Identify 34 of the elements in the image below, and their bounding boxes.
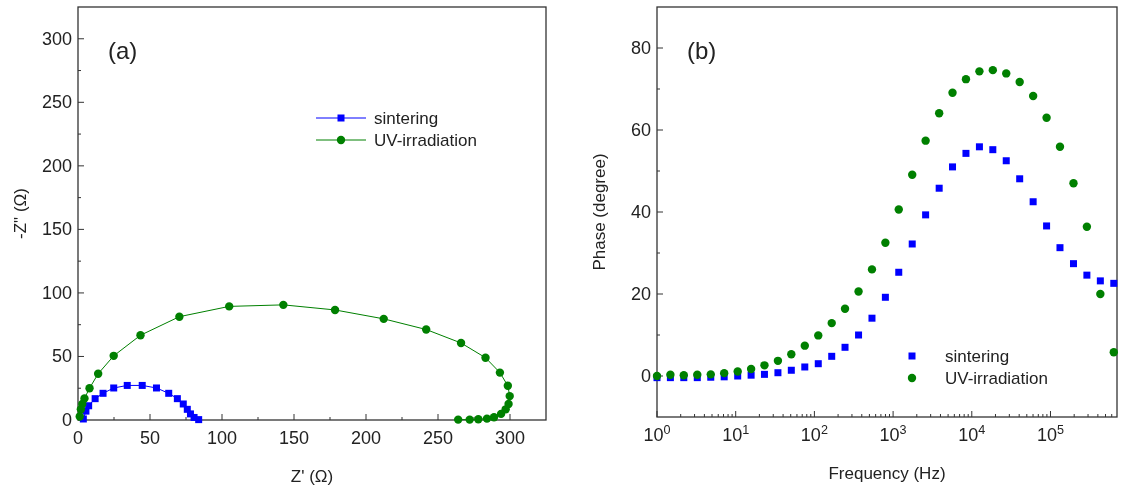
legend-label: sintering bbox=[945, 346, 1010, 366]
text: (a) bbox=[108, 37, 138, 64]
y-tick-label: 20 bbox=[630, 284, 651, 304]
y-tick-label: 0 bbox=[640, 366, 651, 386]
legend-label: UV-irradiation bbox=[374, 130, 477, 150]
x-tick-label: 150 bbox=[278, 428, 310, 448]
y-tick-label: 300 bbox=[41, 28, 72, 49]
y-tick-label: 80 bbox=[630, 38, 651, 58]
x-axis-title: Frequency (Hz) bbox=[828, 464, 946, 483]
x-tick-label: 50 bbox=[139, 428, 161, 448]
x-tick-label: 200 bbox=[350, 428, 382, 448]
x-tick-label: 250 bbox=[422, 428, 454, 448]
y-tick-label: 40 bbox=[630, 202, 651, 222]
legend-label: UV-irradiation bbox=[945, 368, 1048, 388]
y-tick-label: 200 bbox=[41, 155, 72, 176]
x-tick-label: 100 bbox=[206, 428, 238, 448]
y-axis-title: Phase (degree) bbox=[590, 153, 609, 271]
x-tick-label: 10$^{0}$ bbox=[643, 423, 671, 445]
y-axis-title: -Z" (Ω) bbox=[11, 188, 30, 239]
y-tick-label: 100 bbox=[41, 282, 72, 303]
y-tick-label: 0 bbox=[61, 410, 72, 430]
x-axis-title: Z' (Ω) bbox=[290, 467, 334, 486]
y-tick-label: 250 bbox=[41, 92, 72, 113]
y-tick-label: 150 bbox=[41, 219, 72, 240]
legend-label: sintering bbox=[374, 108, 439, 128]
x-tick-label: 300 bbox=[494, 428, 526, 448]
text: (b) bbox=[687, 37, 717, 64]
x-tick-label: 10$^{1}$ bbox=[722, 423, 750, 445]
x-tick-label: 10$^{4}$ bbox=[958, 423, 986, 445]
x-tick-label: 10$^{3}$ bbox=[879, 423, 907, 445]
y-tick-label: 50 bbox=[51, 346, 72, 367]
y-tick-label: 60 bbox=[630, 120, 651, 140]
x-tick-label: 10$^{5}$ bbox=[1036, 423, 1065, 445]
x-tick-label: 10$^{2}$ bbox=[800, 423, 828, 445]
